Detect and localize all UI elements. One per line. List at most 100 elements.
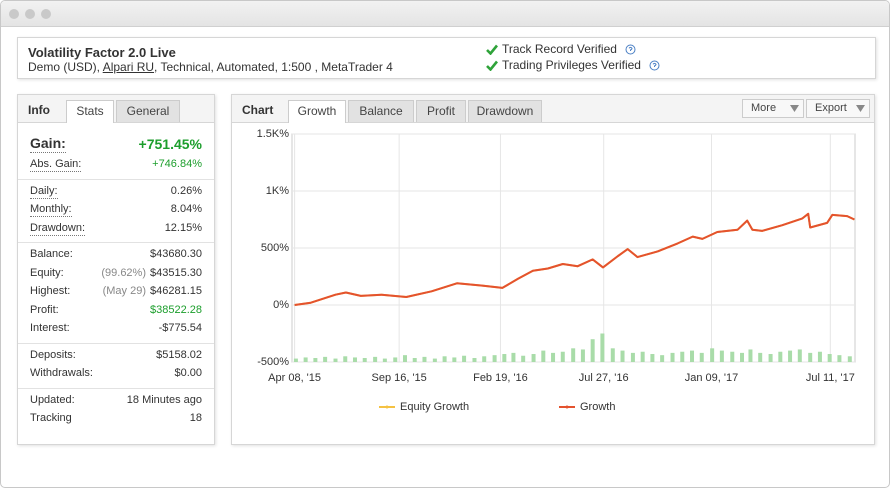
activity-bar	[452, 357, 457, 362]
title-bar	[1, 1, 889, 27]
tab-bar: Info Stats General	[18, 95, 214, 123]
export-button[interactable]: Export	[806, 99, 870, 118]
legend-label: Equity Growth	[400, 401, 469, 413]
stat-value-group: 8.04%	[171, 200, 202, 219]
check-icon	[486, 44, 498, 55]
activity-bar	[343, 356, 348, 362]
dropdown-arrow	[856, 105, 865, 112]
panel-title: Chart	[242, 103, 274, 117]
activity-bar	[531, 354, 536, 362]
activity-bar	[680, 351, 685, 362]
stats-section: Daily: 0.26% Monthly: 8.04% Drawdown: 12.15%	[18, 180, 214, 243]
verification: Track Record Verified	[486, 42, 636, 56]
more-button[interactable]: More	[742, 99, 804, 118]
stat-label: Withdrawals:	[30, 367, 93, 379]
x-tick-label: Jul 27, '16	[579, 372, 629, 384]
window-button[interactable]	[25, 9, 35, 19]
stat-value: 18	[189, 412, 202, 424]
chart: -500% 0% 500% 1K% 1.5K% Apr 08, '15 Sep 16, '1…	[257, 128, 856, 413]
y-tick-label: 1.5K%	[257, 128, 290, 140]
stat-label: Equity:	[30, 266, 64, 279]
activity-bar	[817, 351, 822, 362]
stat-value: 0.26%	[170, 184, 202, 197]
tab[interactable]: Drawdown	[468, 100, 542, 122]
stat-label: Drawdown:	[30, 221, 86, 236]
stat-note: (May 29)	[102, 285, 146, 297]
activity-bar	[690, 350, 695, 362]
activity-bar	[362, 358, 367, 362]
x-tick-label: Sep 16, '15	[371, 372, 426, 384]
activity-bar	[600, 333, 605, 362]
stat-value: $38522.28	[150, 303, 202, 316]
tab[interactable]: Balance	[348, 100, 414, 122]
stats-section: Balance: $43680.30 Equity: (99.62%) $43515.3…	[18, 243, 214, 344]
activity-bar	[492, 355, 497, 362]
stat-row: Profit: $38522.28	[18, 301, 214, 320]
stat-value: 8.04%	[170, 203, 202, 215]
legend-marker	[385, 405, 389, 409]
stat-value-group: 12.15%	[165, 219, 202, 238]
activity-bar	[650, 354, 655, 362]
stat-label: Updated:	[30, 393, 75, 406]
activity-bar	[393, 357, 398, 362]
stat-value: 18 Minutes ago	[126, 393, 202, 406]
tab[interactable]: Profit	[416, 100, 466, 122]
activity-bar	[560, 351, 565, 362]
stat-value: $43680.30	[150, 248, 202, 260]
header: Volatility Factor 2.0 Live Demo (USD), A…	[17, 37, 876, 79]
stat-value-group: +751.45%	[139, 133, 202, 155]
activity-bar	[699, 352, 704, 362]
stat-row: Drawdown: 12.15%	[18, 219, 214, 238]
activity-bar	[571, 348, 576, 362]
activity-bar	[333, 358, 338, 362]
tab[interactable]: Growth	[288, 100, 346, 123]
activity-bar	[827, 354, 832, 362]
activity-bar	[432, 358, 437, 362]
tab[interactable]: General	[116, 100, 180, 122]
x-tick-label: Feb 19, '16	[473, 372, 528, 384]
broker-link[interactable]: Alpari RU	[102, 60, 155, 74]
activity-bar	[293, 358, 298, 362]
activity-bar	[797, 349, 802, 362]
system-title: Volatility Factor 2.0 Live	[28, 45, 176, 60]
help-icon[interactable]	[625, 44, 636, 55]
stat-value: $43515.30	[150, 266, 202, 279]
stat-value-group: 18	[190, 409, 202, 428]
x-tick-label: Apr 08, '15	[268, 372, 321, 384]
activity-bar	[788, 350, 793, 362]
stat-row: Updated: 18 Minutes ago	[18, 391, 214, 410]
window-button[interactable]	[41, 9, 51, 19]
stats-section: Gain: +751.45% Abs. Gain: +746.84%	[18, 131, 214, 180]
y-tick-label: 0%	[273, 299, 289, 311]
button-label: Export	[815, 102, 847, 114]
help-icon[interactable]	[649, 60, 660, 71]
activity-bar	[502, 354, 507, 362]
activity-bar	[610, 348, 615, 362]
stat-value: -$775.54	[158, 322, 202, 334]
window-button[interactable]	[9, 9, 19, 19]
activity-bar	[462, 355, 467, 362]
x-tick-label: Jul 11, '17	[806, 372, 855, 384]
stat-label: Gain:	[30, 135, 66, 153]
tab[interactable]: Stats	[66, 100, 114, 123]
stat-note: (99.62%)	[101, 266, 146, 279]
stat-row: Balance: $43680.30	[18, 245, 214, 264]
tab-bar: Chart Growth Balance Profit Drawdown Mor…	[232, 95, 874, 123]
stat-row: Gain: +751.45%	[18, 133, 214, 155]
activity-bar	[847, 356, 852, 362]
series-line	[294, 212, 855, 306]
stat-label: Profit:	[30, 303, 59, 316]
info-panel: Info Stats General Gain: +751.45% Abs. Gai…	[17, 94, 215, 445]
activity-bar	[620, 350, 625, 362]
activity-bar	[630, 352, 635, 362]
activity-bar	[808, 352, 813, 362]
activity-bar	[323, 356, 328, 362]
stat-value: +746.84%	[152, 158, 202, 170]
verification: Trading Privileges Verified	[486, 58, 660, 72]
stat-row: Withdrawals: $0.00	[18, 364, 214, 383]
stats-list: Gain: +751.45% Abs. Gain: +746.84% Daily: 0.2…	[18, 131, 214, 433]
activity-bar	[472, 358, 477, 362]
activity-bar	[640, 351, 645, 362]
activity-bar	[482, 356, 487, 362]
activity-bar	[740, 352, 745, 362]
